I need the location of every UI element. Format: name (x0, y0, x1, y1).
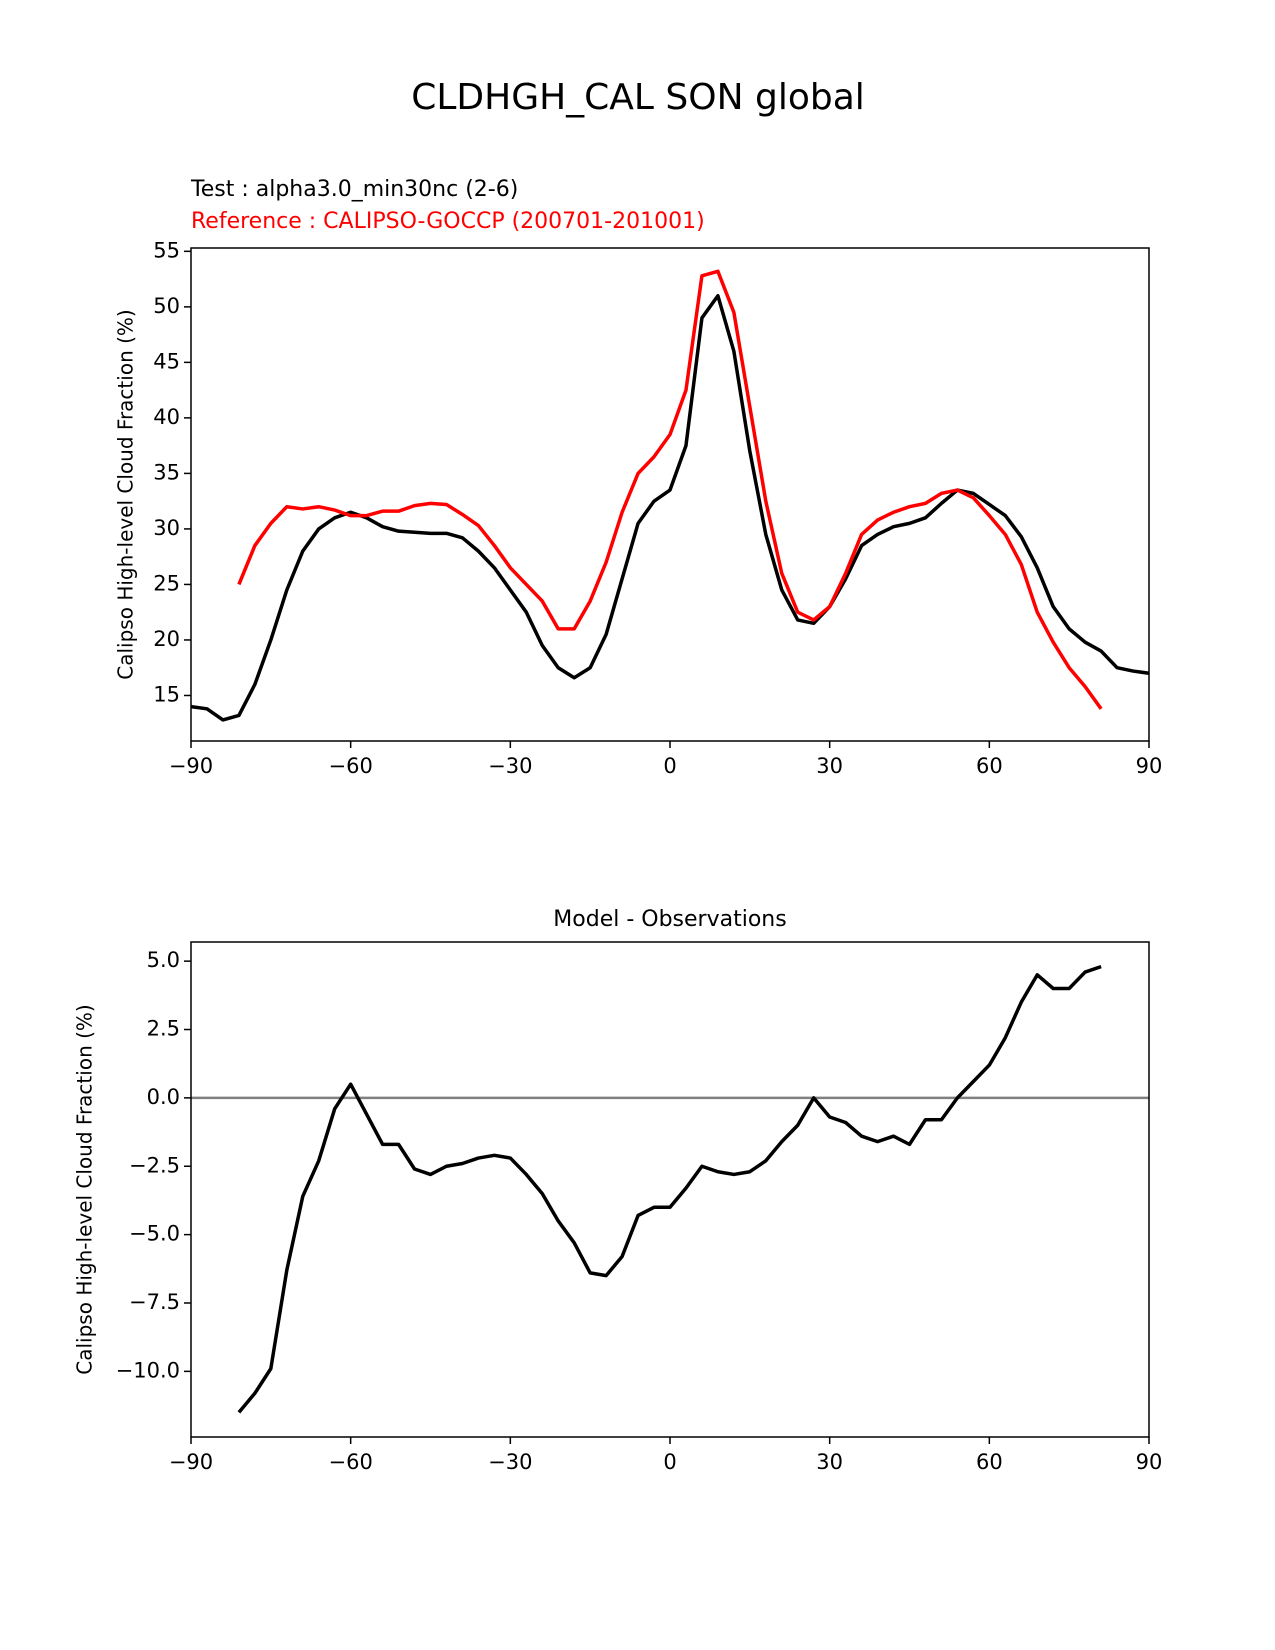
axes-frame (190, 247, 1150, 742)
x-tick-label: −30 (488, 1450, 532, 1474)
x-tick-label: −60 (329, 1450, 373, 1474)
y-tick-label: 25 (153, 571, 180, 595)
x-tick-label: 90 (1136, 1450, 1163, 1474)
y-tick-label: 40 (153, 405, 180, 429)
subplot-title: Model - Observations (553, 907, 786, 932)
y-tick-label: 50 (153, 294, 180, 318)
y-axis-label: Calipso High-level Cloud Fraction (%) (114, 309, 138, 679)
x-tick-label: −90 (169, 754, 213, 778)
x-tick-label: 60 (976, 1450, 1003, 1474)
y-tick-label: 30 (153, 516, 180, 540)
y-tick-label: −10.0 (116, 1358, 180, 1382)
x-tick-label: 0 (663, 754, 676, 778)
y-tick-label: 55 (153, 238, 180, 262)
x-tick-label: 90 (1136, 754, 1163, 778)
x-tick-label: 30 (816, 1450, 843, 1474)
y-tick-label: 0.0 (147, 1085, 180, 1109)
axes-frame (190, 941, 1150, 1438)
x-tick-label: −60 (329, 754, 373, 778)
figure-title: CLDHGH_CAL SON global (411, 77, 865, 118)
x-tick-label: 30 (816, 754, 843, 778)
subtitle: Test : alpha3.0_min30nc (2-6) (190, 177, 518, 202)
y-tick-label: 35 (153, 460, 180, 484)
y-tick-label: 45 (153, 349, 180, 373)
y-axis-label: Calipso High-level Cloud Fraction (%) (73, 1004, 97, 1374)
x-tick-label: 60 (976, 754, 1003, 778)
x-tick-label: −30 (488, 754, 532, 778)
subtitle: Reference : CALIPSO-GOCCP (200701-201001… (191, 209, 705, 234)
y-tick-label: −5.0 (129, 1222, 180, 1246)
data-line (190, 294, 1150, 722)
y-tick-label: −7.5 (129, 1290, 180, 1314)
y-tick-label: 15 (153, 682, 180, 706)
data-line (237, 269, 1103, 710)
y-tick-label: 20 (153, 627, 180, 651)
data-line (237, 964, 1102, 1414)
y-tick-label: 5.0 (147, 948, 180, 972)
y-tick-label: −2.5 (129, 1153, 180, 1177)
y-tick-label: 2.5 (147, 1017, 180, 1041)
x-tick-label: 0 (663, 1450, 676, 1474)
x-tick-label: −90 (169, 1450, 213, 1474)
